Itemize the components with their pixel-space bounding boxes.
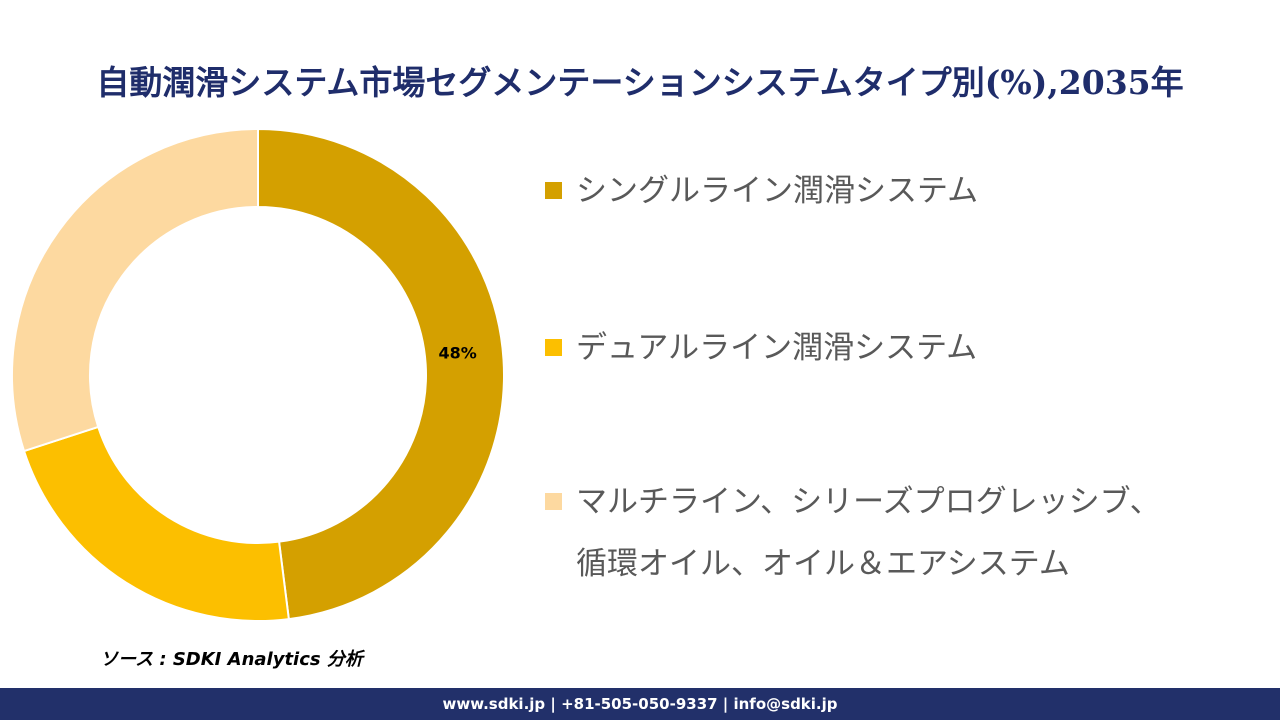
legend-item: デュアルライン潤滑システム: [545, 317, 1175, 379]
legend-label: マルチライン、シリーズプログレッシブ、循環オイル、オイル＆エアシステム: [576, 484, 1161, 582]
legend: シングルライン潤滑システム デュアルライン潤滑システムマルチライン、シリーズプログ…: [545, 160, 1175, 687]
chart-title: 自動潤滑システム市場セグメンテーションシステムタイプ別(%),2035年: [96, 63, 1184, 102]
donut-segment: [22, 425, 290, 622]
legend-swatch: [545, 493, 562, 510]
donut-segment: [257, 127, 505, 621]
legend-label: デュアルライン潤滑システム: [576, 330, 978, 366]
legend-label: シングルライン潤滑システム: [576, 173, 979, 209]
source: ソース : SDKI Analytics 分析: [100, 649, 363, 670]
legend-swatch: [545, 339, 562, 356]
legend-swatch: [545, 182, 562, 199]
donut-segment: [11, 127, 259, 453]
data-label: 48%: [438, 344, 476, 363]
legend-item: シングルライン潤滑システム: [545, 160, 1175, 222]
legend-item: マルチライン、シリーズプログレッシブ、循環オイル、オイル＆エアシステム: [545, 471, 1175, 595]
chart: 48%: [11, 127, 505, 622]
footer: www.sdki.jp | +81-505-050-9337 | info@sd…: [0, 688, 1280, 720]
